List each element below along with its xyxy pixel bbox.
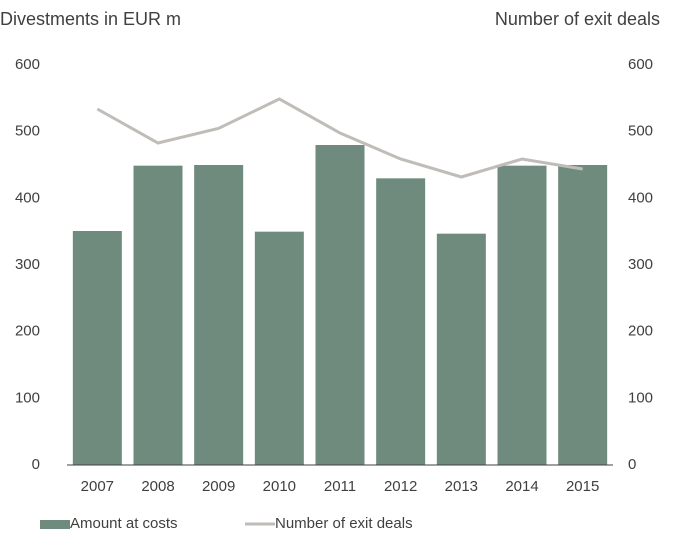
bar xyxy=(376,178,426,466)
bar xyxy=(436,233,486,465)
line xyxy=(96,97,583,179)
y2-tick-label: 400 xyxy=(628,189,653,206)
x-tick-label: 2010 xyxy=(263,478,296,495)
bar xyxy=(497,165,547,465)
x-tick-label: 2014 xyxy=(505,478,538,495)
legend-label: Amount at costs xyxy=(70,515,178,532)
y2-tick-label: 500 xyxy=(628,123,653,140)
legend-label: Number of exit deals xyxy=(275,515,413,532)
x-tick-label: 2007 xyxy=(81,478,114,495)
x-tick-label: 2008 xyxy=(141,478,174,495)
y-tick-label: 100 xyxy=(15,389,40,406)
x-tick-label: 2013 xyxy=(445,478,478,495)
bar xyxy=(72,231,122,465)
y-tick-label: 200 xyxy=(15,323,40,340)
y-tick-label: 600 xyxy=(15,56,40,73)
y2-tick-label: 300 xyxy=(628,256,653,273)
y-tick-label: 300 xyxy=(15,256,40,273)
x-tick-label: 2012 xyxy=(384,478,417,495)
x-tick-label: 2011 xyxy=(324,478,356,495)
bar xyxy=(558,165,608,465)
y2-tick-label: 0 xyxy=(628,456,636,473)
y2-axis-title: Number of exit deals xyxy=(495,9,660,29)
bar xyxy=(315,145,365,465)
x-tick-label: 2015 xyxy=(566,478,599,495)
legend-swatch xyxy=(40,520,70,529)
y-tick-label: 400 xyxy=(15,189,40,206)
y-tick-label: 500 xyxy=(15,123,40,140)
y2-tick-label: 200 xyxy=(628,323,653,340)
y2-tick-label: 600 xyxy=(628,56,653,73)
x-tick-label: 2009 xyxy=(202,478,235,495)
bar xyxy=(194,165,244,465)
y-axis-title: Divestments in EUR m xyxy=(0,9,181,29)
bar xyxy=(254,231,304,465)
y2-tick-label: 100 xyxy=(628,389,653,406)
bar xyxy=(133,165,183,465)
y-tick-label: 0 xyxy=(32,456,40,473)
